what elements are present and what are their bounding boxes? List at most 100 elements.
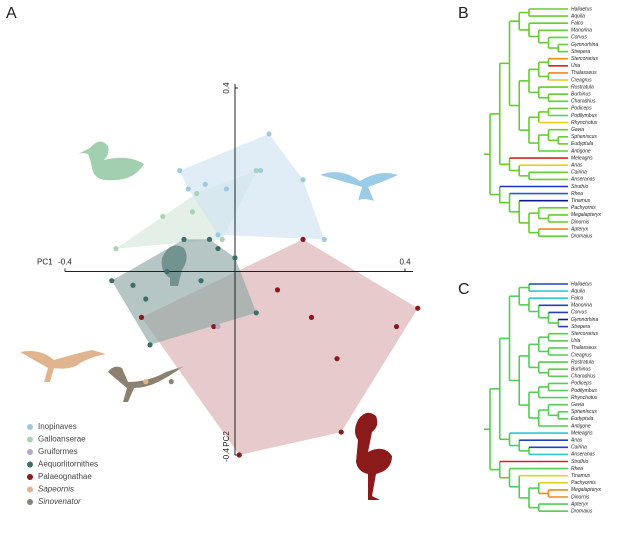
taxon-label: Rhynchotus (571, 395, 598, 401)
legend-label: Sinovenator (38, 497, 81, 506)
y-axis-label: PC2 (222, 431, 231, 447)
legend-swatch (27, 449, 33, 455)
point (189, 209, 196, 215)
point (211, 323, 217, 330)
taxon-label: Megalapteryx (571, 212, 602, 218)
taxon-label: Strepera (571, 49, 590, 55)
legend-label: Galloanserae (38, 435, 86, 444)
taxon-label: Corvus (571, 310, 587, 316)
taxon-label: Megalapteryx (571, 487, 602, 493)
point (300, 177, 306, 183)
point (393, 323, 400, 330)
point (300, 236, 306, 242)
taxon-label: Corvus (571, 35, 587, 41)
taxon-label: Haliaetus (571, 281, 592, 287)
point (143, 296, 149, 302)
point (215, 232, 221, 238)
point (219, 236, 225, 242)
point (113, 245, 119, 252)
taxon-label: Pachyornis (571, 205, 596, 211)
legend-swatch (27, 436, 33, 443)
taxon-label: Struthio (571, 459, 588, 465)
legend-label: Sapeornis (38, 485, 74, 494)
taxon-label: Podilymbus (571, 388, 597, 394)
taxon-label: Creagrus (571, 77, 592, 83)
point (321, 236, 327, 242)
taxon-label: Apteryx (570, 501, 588, 507)
point (168, 379, 174, 385)
point (138, 314, 145, 320)
y-tick-label: -0.4 (222, 448, 231, 462)
taxon-label: Falco (571, 21, 583, 27)
taxon-label: Charadrius (571, 374, 596, 380)
point (253, 310, 259, 316)
point (206, 236, 213, 242)
point (147, 342, 153, 348)
taxon-label: Burhinus (571, 92, 591, 98)
legend-swatch (27, 474, 33, 480)
taxon-label: Eudyptula (571, 141, 593, 147)
point (274, 287, 281, 293)
legend-swatch (27, 424, 33, 430)
y-tick-label: 0.4 (222, 82, 231, 94)
taxon-label: Uria (571, 63, 580, 69)
taxon-label: Rhea (571, 466, 583, 472)
point (257, 167, 264, 174)
taxon-label: Gavia (571, 127, 584, 133)
taxon-label: Charadrius (571, 99, 596, 105)
taxon-label: Rhea (571, 191, 583, 197)
hull (111, 239, 257, 345)
taxon-label: Spheniscus (571, 409, 597, 415)
taxon-label: Antigone (570, 423, 591, 429)
legend-label: Gruiformes (38, 447, 78, 456)
taxon-label: Burhinus (571, 367, 591, 373)
point (253, 167, 259, 174)
taxon-label: Uria (571, 338, 580, 344)
taxon-label: Anseranas (570, 452, 595, 458)
panel-label: C (458, 281, 470, 298)
legend-swatch (27, 499, 33, 505)
taxon-label: Podiceps (571, 106, 592, 112)
taxon-label: Thalasseus (571, 70, 597, 76)
x-tick-label: -0.4 (58, 258, 72, 267)
taxon-label: Manorina (571, 28, 592, 34)
taxon-label: Spheniscus (571, 134, 597, 140)
point (160, 213, 166, 220)
legend-swatch (27, 486, 33, 493)
taxon-label: Tinamus (571, 198, 591, 204)
point (415, 305, 421, 311)
legend-label: Inopinaves (38, 422, 77, 431)
taxon-label: Rostratula (571, 84, 594, 90)
panel-label: A (6, 5, 17, 22)
point (109, 278, 115, 284)
taxon-label: Rhynchotus (571, 120, 598, 126)
taxon-label: Aquila (570, 13, 585, 19)
taxon-label: Thalasseus (571, 345, 597, 351)
taxon-label: Haliaetus (571, 6, 592, 12)
taxon-label: Gymnorhina (571, 42, 598, 48)
panel-label: B (458, 5, 469, 22)
taxon-label: Anas (570, 438, 583, 444)
x-axis-label: PC1 (37, 258, 53, 267)
point (194, 190, 200, 197)
legend-label: Palaeognathae (38, 472, 92, 481)
point (181, 236, 187, 242)
taxon-label: Cairina (571, 445, 587, 451)
point (334, 356, 340, 362)
taxon-label: Antigone (570, 148, 591, 154)
point (215, 323, 221, 330)
point (232, 255, 238, 261)
point (198, 278, 204, 284)
taxon-label: Eudyptula (571, 416, 593, 422)
point (266, 131, 272, 137)
point (215, 245, 221, 252)
point (143, 379, 149, 385)
point (308, 314, 315, 320)
point (338, 429, 344, 435)
taxon-label: Dromaius (571, 234, 593, 240)
taxon-label: Apteryx (570, 226, 588, 232)
taxon-label: Meleagris (571, 430, 593, 436)
taxon-label: Rostratula (571, 359, 594, 365)
taxon-label: Dinornis (571, 219, 590, 225)
